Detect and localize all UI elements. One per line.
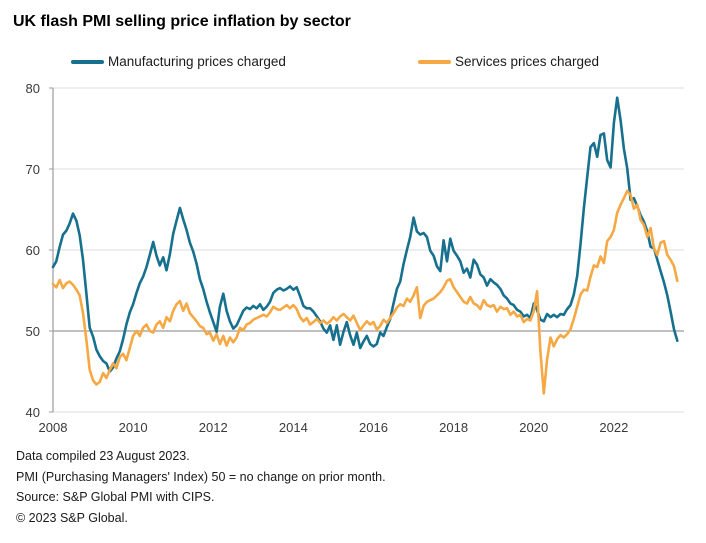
x-tick-label-2008: 2008 (38, 420, 68, 435)
y-tick-label-50: 50 (25, 323, 40, 339)
legend-item-manufacturing: Manufacturing prices charged (71, 54, 286, 69)
manufacturing-line (51, 96, 679, 373)
y-tick-label-40: 40 (25, 404, 40, 420)
manufacturing-legend-label: Manufacturing prices charged (108, 54, 286, 69)
legend-item-services: Services prices charged (418, 54, 599, 69)
y-tick-label-70: 70 (25, 161, 40, 177)
x-tick-label-2010: 2010 (118, 420, 148, 435)
source-notes: Data compiled 23 August 2023. PMI (Purch… (16, 446, 386, 528)
chart-title: UK flash PMI selling price inflation by … (13, 13, 351, 30)
x-tick-label-2016: 2016 (359, 420, 388, 435)
note-pmi-definition: PMI (Purchasing Managers' Index) 50 = no… (16, 469, 386, 484)
x-tick-label-2012: 2012 (198, 420, 228, 435)
x-tick-label-2020: 2020 (519, 420, 549, 435)
y-tick-label-60: 60 (25, 242, 40, 258)
manufacturing-legend-swatch (71, 59, 104, 64)
x-tick-label-2018: 2018 (439, 420, 469, 435)
note-source: Source: S&P Global PMI with CIPS. (16, 490, 215, 504)
note-copyright: © 2023 S&P Global. (16, 510, 128, 525)
y-tick-label-80: 80 (25, 80, 40, 96)
services-legend-label: Services prices charged (455, 54, 600, 69)
note-data-compiled: Data compiled 23 August 2023. (16, 449, 190, 463)
x-tick-label-2014: 2014 (278, 420, 308, 435)
x-tick-label-2022: 2022 (599, 420, 629, 435)
services-legend-swatch (418, 59, 451, 64)
services-line (51, 189, 679, 395)
